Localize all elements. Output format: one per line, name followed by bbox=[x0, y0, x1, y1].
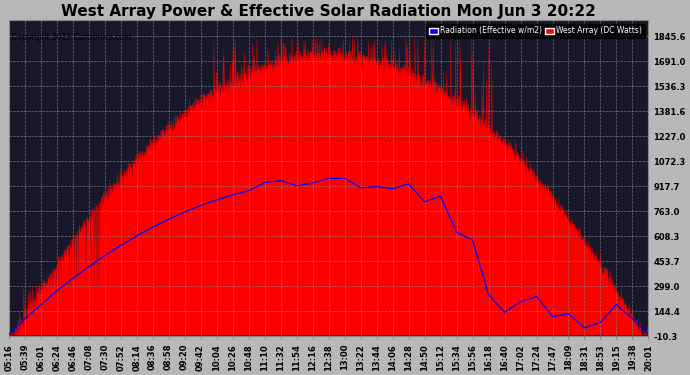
Text: Copyright 2013 Cartronics.com: Copyright 2013 Cartronics.com bbox=[12, 33, 131, 42]
Title: West Array Power & Effective Solar Radiation Mon Jun 3 20:22: West Array Power & Effective Solar Radia… bbox=[61, 4, 596, 19]
Legend: Radiation (Effective w/m2), West Array (DC Watts): Radiation (Effective w/m2), West Array (… bbox=[426, 24, 644, 38]
